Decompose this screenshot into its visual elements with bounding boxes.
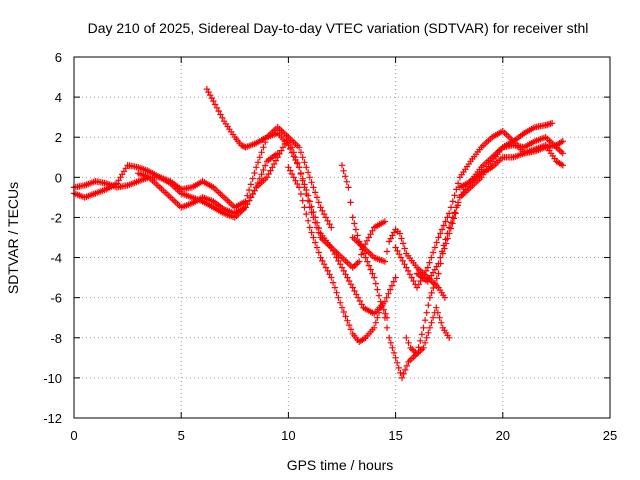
x-tick-label: 10 [281, 428, 295, 443]
y-tick-label: -8 [50, 331, 62, 346]
x-axis-label: GPS time / hours [287, 457, 394, 473]
y-tick-label: -12 [43, 411, 62, 426]
data-point-markers [456, 142, 566, 191]
x-tick-label: 0 [70, 428, 77, 443]
series-track-6 [338, 162, 391, 321]
series-track-12 [456, 142, 566, 191]
data-point-markers [135, 150, 281, 217]
series-track-7 [349, 226, 449, 301]
y-tick-label: -6 [50, 291, 62, 306]
data-point-markers [403, 134, 566, 357]
data-point-markers [203, 85, 399, 317]
data-point-markers [70, 124, 389, 271]
y-tick-label: 6 [55, 50, 62, 65]
data-point-markers [338, 162, 391, 321]
grid-lines [74, 57, 610, 418]
data-point-markers [349, 226, 449, 301]
y-axis-label: SDTVAR / TECUs [5, 182, 21, 294]
x-tick-label: 20 [496, 428, 510, 443]
axis-ticks: 0 5 10 15 20 25 -12 -10 -8 -6 -4 -2 0 2 4 6 [43, 50, 617, 443]
y-tick-label: -4 [50, 251, 62, 266]
data-point-markers [285, 164, 384, 345]
data-point-markers [381, 304, 453, 382]
x-tick-label: 15 [388, 428, 402, 443]
series-track-11 [413, 120, 556, 285]
y-tick-label: 2 [55, 130, 62, 145]
y-tick-label: -10 [43, 371, 62, 386]
data-point-markers [413, 120, 556, 285]
series-track-4 [135, 150, 281, 217]
series-track-9 [403, 134, 566, 357]
data-points [70, 85, 566, 382]
y-tick-label: 0 [55, 170, 62, 185]
x-tick-label: 25 [603, 428, 617, 443]
series-track-8 [381, 304, 453, 382]
y-tick-label: 4 [55, 90, 62, 105]
y-tick-label: -2 [50, 210, 62, 225]
series-track-3 [203, 85, 399, 317]
x-tick-label: 5 [178, 428, 185, 443]
series-track-1 [70, 124, 389, 271]
series-track-5 [285, 164, 384, 345]
chart-title: Day 210 of 2025, Sidereal Day-to-day VTE… [88, 20, 589, 36]
plot-frame [73, 56, 611, 419]
